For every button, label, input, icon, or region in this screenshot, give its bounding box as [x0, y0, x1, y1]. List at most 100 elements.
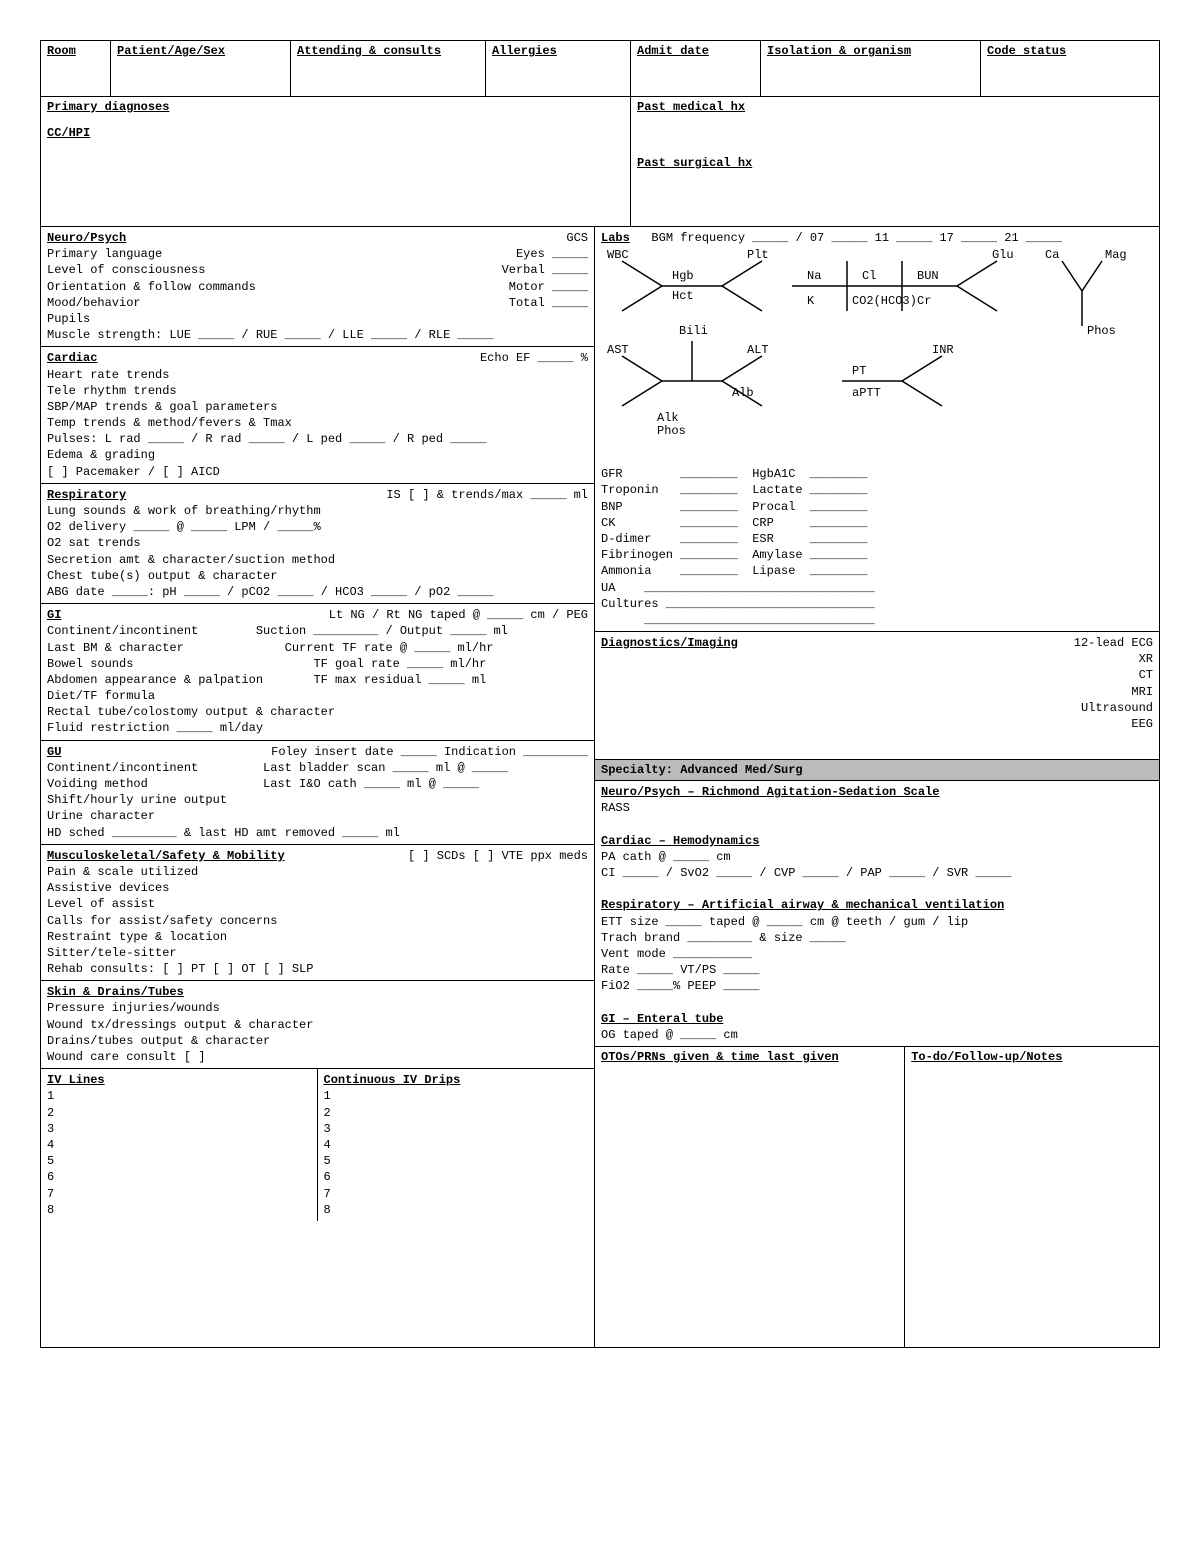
resp-l4: Secretion amt & character/suction method [47, 552, 588, 568]
iv-1: 1 [47, 1088, 311, 1104]
lab-alk2: Phos [657, 424, 686, 438]
gi-section: GILt NG / Rt NG taped @ _____ cm / PEG C… [41, 604, 594, 741]
skin-l2: Wound tx/dressings output & character [47, 1017, 588, 1033]
neuro-l2: Level of consciousness [47, 263, 205, 277]
lab-extra-1: Troponin ________ Lactate ________ [601, 482, 1153, 498]
neuro-r4: Total _____ [509, 295, 588, 311]
gi-l8: Fluid restriction _____ ml/day [47, 720, 588, 736]
lab-extra-8: Cultures _____________________________ [601, 596, 1153, 612]
resp-title: Respiratory [47, 488, 126, 502]
skin-l7: Wound care consult [ ] [47, 1049, 588, 1065]
drip-5: 5 [324, 1153, 589, 1169]
msk-l3: Level of assist [47, 896, 588, 912]
cardiac-l4: Temp trends & method/fevers & Tmax [47, 415, 588, 431]
iv-7: 7 [47, 1186, 311, 1202]
msk-section: Musculoskeletal/Safety & Mobility[ ] SCD… [41, 845, 594, 982]
drip-7: 7 [324, 1186, 589, 1202]
spec-rass: RASS [601, 800, 1153, 816]
iv-lines-title: IV Lines [47, 1072, 311, 1088]
iv-6: 6 [47, 1169, 311, 1185]
lab-cl: Cl [862, 269, 876, 283]
spec-resp4: Rate _____ VT/PS _____ [601, 962, 1153, 978]
iv-4: 4 [47, 1137, 311, 1153]
diag-ct: CT [1139, 667, 1153, 683]
gi-ng: Lt NG / Rt NG taped @ _____ cm / PEG [329, 607, 588, 623]
lab-pt: PT [852, 364, 866, 378]
hdr-allergies: Allergies [492, 44, 557, 58]
gi-l6: Rectal tube/colostomy output & character [47, 704, 588, 720]
diag-ecg: 12-lead ECG [1074, 635, 1153, 651]
gi-l2: Last BM & character Current TF rate @ __… [47, 640, 588, 656]
spec-resp-t: Respiratory – Artificial airway & mechan… [601, 898, 1004, 912]
labs-bgm: BGM frequency _____ / 07 _____ 11 _____ … [651, 231, 1061, 245]
diag-xr: XR [1139, 651, 1153, 667]
msk-l2: Assistive devices [47, 880, 588, 896]
header-row: Room Patient/Age/Sex Attending & consult… [41, 41, 1159, 97]
lab-ast: AST [607, 343, 629, 357]
hdr-room: Room [47, 44, 76, 58]
iv-5: 5 [47, 1153, 311, 1169]
pmh: Past medical hx [637, 100, 1153, 114]
lab-aptt: aPTT [852, 386, 881, 400]
gu-l4: Urine character [47, 808, 588, 824]
drip-6: 6 [324, 1169, 589, 1185]
gu-title: GU [47, 745, 61, 759]
labs-section: Labs BGM frequency _____ / 07 _____ 11 _… [595, 227, 1159, 632]
spec-resp1: ETT size _____ taped @ _____ cm @ teeth … [601, 914, 1153, 930]
hdr-isolation: Isolation & organism [767, 44, 911, 58]
skin-section: Skin & Drains/Tubes Pressure injuries/wo… [41, 981, 594, 1069]
spec-neuro-t: Neuro/Psych – Richmond Agitation-Sedatio… [601, 785, 939, 799]
spec-card2: CI _____ / SvO2 _____ / CVP _____ / PAP … [601, 865, 1153, 881]
cardiac-l2: Tele rhythm trends [47, 383, 588, 399]
resp-is: IS [ ] & trends/max _____ ml [386, 487, 588, 503]
cardiac-l5: Pulses: L rad _____ / R rad _____ / L pe… [47, 431, 588, 447]
resp-l2: O2 delivery _____ @ _____ LPM / _____% [47, 519, 588, 535]
gu-l3: Shift/hourly urine output [47, 792, 588, 808]
specialty-section: Neuro/Psych – Richmond Agitation-Sedatio… [595, 781, 1159, 1047]
specialty-header: Specialty: Advanced Med/Surg [595, 760, 1159, 781]
nursing-report-sheet: Room Patient/Age/Sex Attending & consult… [40, 40, 1160, 1348]
cardiac-section: CardiacEcho EF _____ % Heart rate trends… [41, 347, 594, 484]
iv-3: 3 [47, 1121, 311, 1137]
lab-extra-6: Ammonia ________ Lipase ________ [601, 563, 1153, 579]
lab-phos: Phos [1087, 324, 1116, 338]
neuro-l6: Muscle strength: LUE _____ / RUE _____ /… [47, 328, 493, 342]
hdr-patient: Patient/Age/Sex [117, 44, 225, 58]
fishbone-diagrams: WBC Hgb Hct Plt Bili Na K Cl CO2(HCO3) B… [601, 246, 1153, 466]
diag-us: Ultrasound [1081, 700, 1153, 716]
msk-l1: Pain & scale utilized [47, 864, 588, 880]
gi-l1: Continent/incontinent Suction _________ … [47, 623, 588, 639]
lab-extra-2: BNP ________ Procal ________ [601, 499, 1153, 515]
lab-wbc: WBC [607, 248, 629, 262]
iv-section: IV Lines 1 2 3 4 5 6 7 8 Continuous IV D… [41, 1069, 594, 1221]
lab-extra-7: UA ________________________________ [601, 580, 1153, 596]
iv-drips-title: Continuous IV Drips [324, 1072, 589, 1088]
gu-l1: Continent/incontinent Last bladder scan … [47, 760, 588, 776]
gu-l2: Voiding method Last I&O cath _____ ml @ … [47, 776, 588, 792]
msk-l6: Sitter/tele-sitter [47, 945, 588, 961]
lab-cr: Cr [917, 294, 931, 308]
main-body: Neuro/PsychGCS Primary languageEyes ____… [41, 227, 1159, 1347]
spec-resp5: FiO2 _____% PEEP _____ [601, 978, 1153, 994]
gi-l3: Bowel sounds TF goal rate _____ ml/hr [47, 656, 588, 672]
hdr-admit: Admit date [637, 44, 709, 58]
drip-8: 8 [324, 1202, 589, 1218]
iv-2: 2 [47, 1105, 311, 1121]
lab-extra-9: ________________________________ [601, 612, 1153, 628]
lab-bun: BUN [917, 269, 939, 283]
cchpi: CC/HPI [47, 126, 624, 140]
cardiac-l8: [ ] Pacemaker / [ ] AICD [47, 464, 588, 480]
cardiac-l1: Heart rate trends [47, 367, 588, 383]
lab-hct: Hct [672, 289, 694, 303]
resp-l5: Chest tube(s) output & character [47, 568, 588, 584]
spec-resp3: Vent mode ___________ [601, 946, 1153, 962]
lab-hgb: Hgb [672, 269, 694, 283]
drip-1: 1 [324, 1088, 589, 1104]
neuro-l4: Mood/behavior [47, 296, 141, 310]
lab-na: Na [807, 269, 821, 283]
msk-l8: Rehab consults: [ ] PT [ ] OT [ ] SLP [47, 961, 588, 977]
neuro-r3: Motor _____ [509, 279, 588, 295]
skin-l1: Pressure injuries/wounds [47, 1000, 588, 1016]
spec-title: Specialty: Advanced Med/Surg [601, 763, 803, 777]
lab-ca: Ca [1045, 248, 1059, 262]
